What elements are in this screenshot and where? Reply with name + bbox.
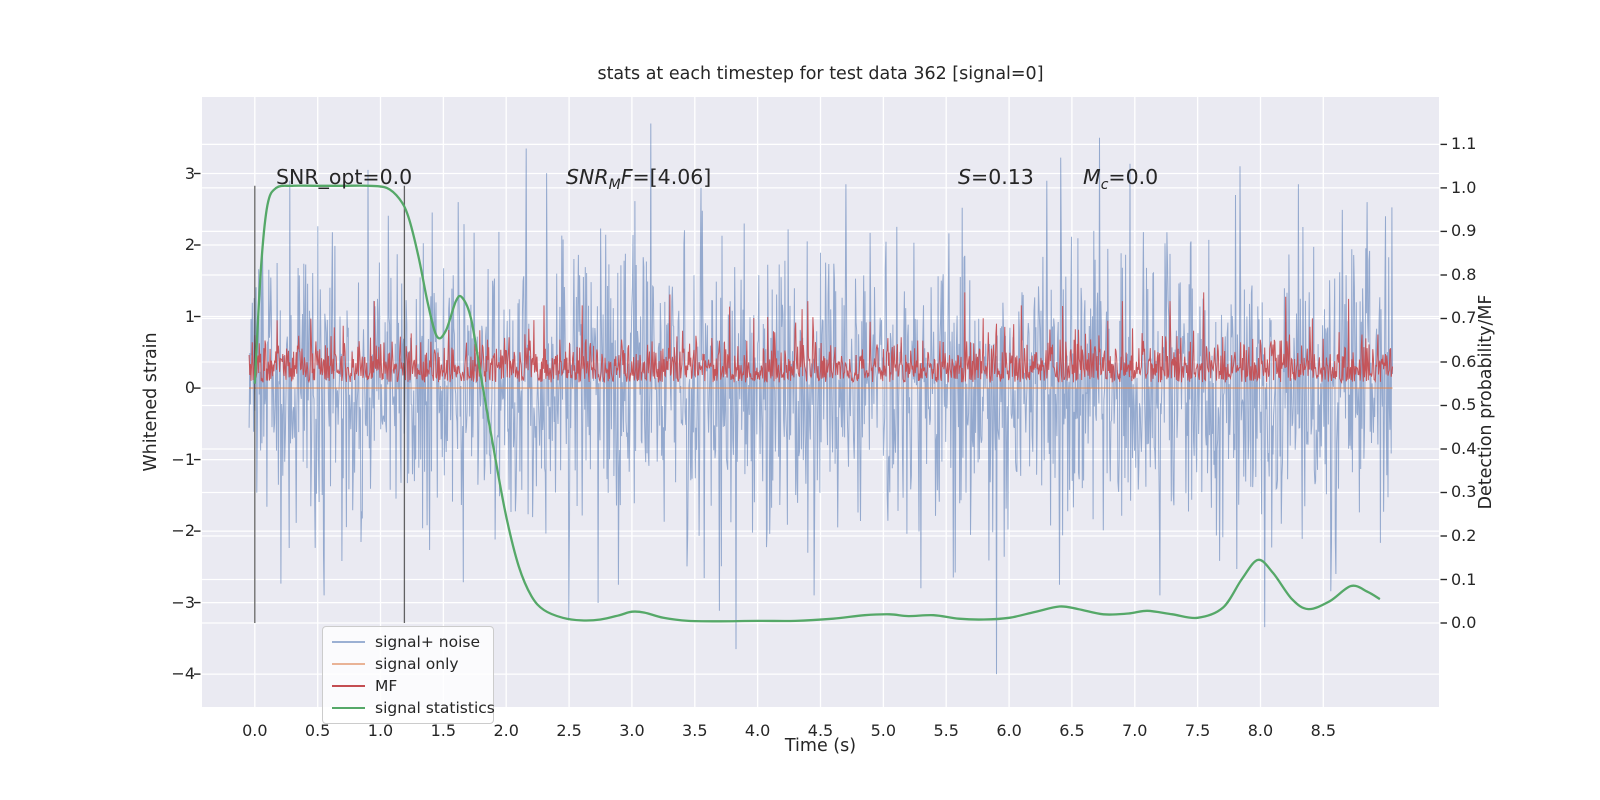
legend-label: signal statistics (375, 699, 495, 717)
y-tick-label-left: −3 (171, 592, 195, 612)
series-mf (248, 292, 1393, 384)
y-tick-label-left: −2 (171, 521, 195, 541)
x-tick-label: 2.0 (493, 721, 519, 740)
x-tick-label: 8.0 (1247, 721, 1274, 740)
legend-line-swatch (332, 685, 365, 687)
annotation-m-c: Mc=0.0 (1083, 165, 1159, 194)
annotation-snr-mf: SNRMF=[4.06] (566, 165, 712, 194)
legend-label: MF (375, 677, 398, 695)
x-tick-label: 7.0 (1122, 721, 1148, 740)
y-tick-label-left: 3 (184, 163, 195, 183)
annotation-snr-opt: SNR_opt=0.0 (276, 165, 413, 189)
y-tick-label-left: 1 (184, 306, 195, 326)
y-tick-label-right: 0.5 (1451, 395, 1477, 415)
y-tick-label-right: 0.8 (1451, 264, 1477, 284)
annotation-s-stat: S=0.13 (958, 165, 1034, 189)
y-tick-label-right: 0.6 (1451, 351, 1477, 371)
x-tick-label: 0.0 (242, 721, 268, 740)
x-tick-label: 3.5 (682, 721, 708, 740)
y-tick-label-left: −4 (171, 664, 195, 684)
series-signal-statistics (253, 184, 1381, 623)
x-tick-label: 4.5 (807, 721, 834, 740)
x-tick-label: 6.5 (1059, 721, 1085, 740)
y-tick-label-right: 0.4 (1451, 438, 1477, 458)
legend-item: signal only (332, 655, 483, 673)
legend-item: signal+ noise (332, 633, 483, 651)
legend-label: signal+ noise (375, 633, 480, 651)
x-tick-label: 5.5 (933, 721, 959, 740)
legend-line-swatch (332, 663, 365, 665)
x-axis-label: Time (s) (784, 736, 857, 756)
x-tick-label: 5.0 (870, 721, 897, 740)
x-tick-label: 1.0 (367, 721, 394, 740)
x-tick-label: 1.5 (430, 721, 457, 740)
y-tick-label-right: 1.1 (1451, 134, 1477, 154)
y-tick-label-left: −1 (171, 449, 195, 469)
y-tick-label-right: 0.1 (1451, 569, 1477, 589)
plot-canvas (194, 97, 1447, 707)
legend-line-swatch (332, 707, 365, 709)
y-tick-label-left: 2 (184, 235, 195, 255)
x-tick-label: 2.5 (556, 721, 582, 740)
legend-item: MF (332, 677, 483, 695)
x-tick-label: 8.5 (1310, 721, 1337, 740)
x-tick-label: 0.5 (304, 721, 331, 740)
legend: signal+ noise signal only MF signal statist… (322, 626, 495, 724)
y-tick-label-right: 0.3 (1451, 482, 1477, 502)
x-tick-label: 3.0 (619, 721, 645, 740)
y-tick-label-right: 1.0 (1451, 177, 1477, 197)
chart-title: stats at each timestep for test data 362… (597, 64, 1044, 84)
y-tick-label-right: 0.2 (1451, 526, 1477, 545)
x-tick-label: 7.5 (1184, 721, 1211, 740)
y-tick-label-right: 0.7 (1451, 308, 1477, 328)
y-tick-label-right: 0.0 (1451, 613, 1477, 633)
x-tick-label: 4.0 (744, 721, 771, 740)
legend-label: signal only (375, 655, 459, 673)
plot-area: SNR_opt=0.0 SNRMF=[4.06] S=0.13 Mc=0.0 s… (194, 97, 1447, 724)
legend-item: signal statistics (332, 699, 495, 717)
legend-line-swatch (332, 641, 365, 643)
y-tick-label-right: 0.9 (1451, 221, 1477, 241)
y-tick-label-left: 0 (184, 378, 195, 398)
x-tick-label: 6.0 (996, 721, 1022, 740)
